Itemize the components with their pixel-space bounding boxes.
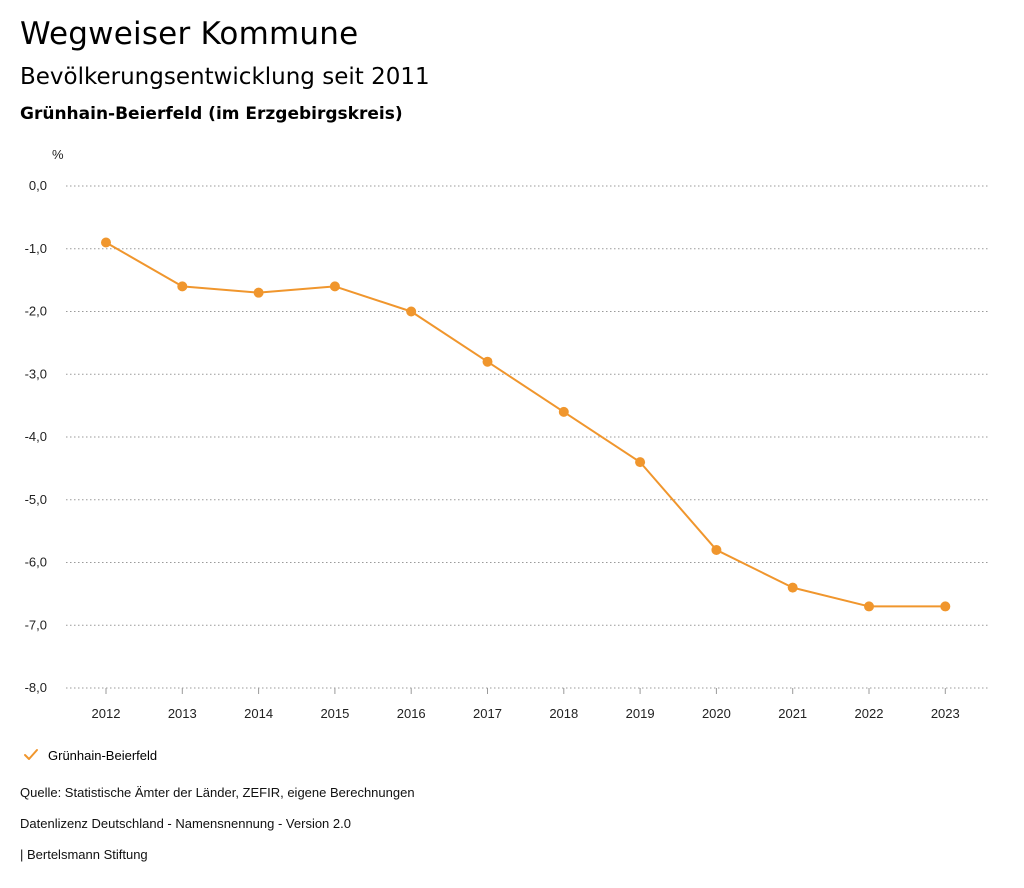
- data-point[interactable]: [253, 287, 264, 298]
- source-note: Quelle: Statistische Ämter der Länder, Z…: [20, 785, 415, 800]
- series-group: [101, 237, 951, 612]
- series-line: [105, 241, 946, 608]
- x-tick-label: 2023: [931, 706, 960, 721]
- x-tick-label: 2021: [778, 706, 807, 721]
- x-tick-label: 2014: [244, 706, 273, 721]
- legend-label: Grünhain-Beierfeld: [48, 747, 158, 763]
- data-point[interactable]: [787, 582, 798, 593]
- y-tick-label: -5,0: [25, 492, 47, 507]
- x-tick-label: 2013: [168, 706, 197, 721]
- x-tick-label: 2019: [626, 706, 655, 721]
- y-tick-label: -4,0: [25, 429, 47, 444]
- x-tick-label: 2016: [397, 706, 426, 721]
- data-point[interactable]: [329, 281, 340, 292]
- data-point[interactable]: [635, 457, 646, 468]
- data-point[interactable]: [711, 544, 722, 555]
- x-tick-label: 2017: [473, 706, 502, 721]
- y-tick-label: -6,0: [25, 555, 47, 570]
- data-point[interactable]: [940, 601, 951, 612]
- data-point[interactable]: [864, 601, 874, 612]
- y-tick-label: -7,0: [25, 617, 47, 632]
- data-point[interactable]: [558, 406, 569, 417]
- x-axis-ticks: 2012 2013 2014 2015 2016 2017 2018 2019 2020 2021…: [92, 688, 960, 721]
- gridlines: [66, 185, 990, 689]
- region-label: Grünhain-Beierfeld (im Erzgebirgskreis): [20, 104, 403, 124]
- data-point[interactable]: [406, 306, 417, 317]
- legend[interactable]: Grünhain-Beierfeld: [22, 745, 157, 765]
- page-title: Wegweiser Kommune: [20, 16, 359, 52]
- y-tick-label: 0,0: [29, 178, 47, 193]
- data-point[interactable]: [101, 237, 111, 248]
- line-chart: % 0,0 -1,0 -2,0 -3,0 -4,0 -5,0 -6,0 -7,0 -8,0 20…: [25, 147, 990, 721]
- y-tick-label: -8,0: [25, 680, 47, 695]
- y-axis-unit-label: %: [52, 147, 64, 162]
- publisher-note: | Bertelsmann Stiftung: [20, 847, 148, 862]
- y-tick-label: -1,0: [25, 241, 47, 256]
- x-tick-label: 2018: [549, 706, 578, 721]
- x-tick-label: 2015: [320, 706, 349, 721]
- page-subtitle: Bevölkerungsentwicklung seit 2011: [20, 64, 430, 90]
- y-tick-label: -2,0: [25, 304, 47, 319]
- x-tick-label: 2012: [92, 706, 121, 721]
- data-point[interactable]: [482, 356, 493, 367]
- y-axis-ticks: 0,0 -1,0 -2,0 -3,0 -4,0 -5,0 -6,0 -7,0 -8,0: [25, 178, 47, 695]
- check-icon: [24, 749, 38, 760]
- y-tick-label: -3,0: [25, 366, 47, 381]
- license-note: Datenlizenz Deutschland - Namensnennung …: [20, 816, 351, 831]
- data-point[interactable]: [177, 281, 188, 292]
- x-tick-label: 2020: [702, 706, 731, 721]
- x-tick-label: 2022: [855, 706, 884, 721]
